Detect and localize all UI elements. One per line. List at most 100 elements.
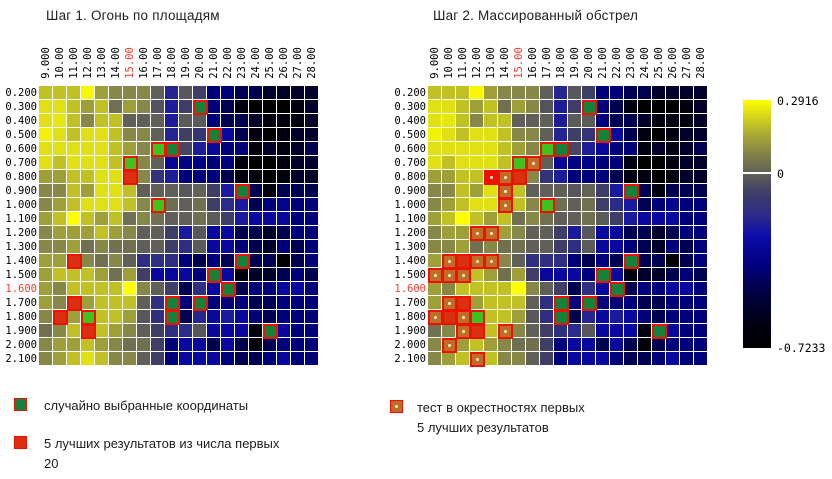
heatmap-cell — [484, 100, 498, 114]
heatmap-cell — [666, 212, 680, 226]
heatmap-cell — [137, 226, 151, 240]
heatmap-cell — [666, 268, 680, 282]
heatmap-cell — [540, 310, 554, 324]
heatmap-cell — [221, 184, 235, 198]
heatmap-cell — [680, 226, 694, 240]
heatmap-cell — [512, 310, 526, 324]
heatmap-cell — [151, 156, 165, 170]
heatmap-cell — [151, 254, 165, 268]
heatmap-cell — [123, 212, 137, 226]
heatmap-cell — [291, 226, 305, 240]
heatmap-cell — [235, 338, 249, 352]
heatmap-cell — [193, 128, 207, 142]
x-tick-label: 27.00 — [681, 47, 694, 79]
heatmap-cell — [305, 170, 319, 184]
heatmap-cell — [526, 338, 540, 352]
heatmap-cell — [652, 310, 666, 324]
marker-neighborhood-test — [470, 226, 485, 241]
colorbar-max-label: 0.2916 — [777, 94, 819, 108]
heatmap-cell — [165, 268, 179, 282]
heatmap-cell — [680, 100, 694, 114]
heatmap-cell — [249, 170, 263, 184]
heatmap-cell — [291, 338, 305, 352]
heatmap2-x-axis: 9.000 10.00 11.00 12.00 13.00 14.00 15.00 16.00… — [428, 42, 708, 84]
heatmap-cell — [95, 296, 109, 310]
heatmap-cell — [428, 282, 442, 296]
heatmap-cell — [428, 100, 442, 114]
heatmap-cell — [428, 86, 442, 100]
heatmap-cell — [179, 212, 193, 226]
heatmap-cell — [526, 282, 540, 296]
heatmap-cell — [694, 198, 708, 212]
heatmap-cell — [179, 170, 193, 184]
marker-random-coordinate — [263, 324, 278, 339]
heatmap-cell — [305, 338, 319, 352]
heatmap-cell — [428, 240, 442, 254]
heatmap-cell — [81, 114, 95, 128]
heatmap-cell — [526, 268, 540, 282]
heatmap-cell — [305, 310, 319, 324]
y-tick-label: 2.100 — [394, 353, 426, 365]
heatmap-cell — [137, 212, 151, 226]
heatmap-cell — [428, 156, 442, 170]
heatmap-cell — [694, 282, 708, 296]
heatmap-cell — [165, 282, 179, 296]
heatmap-cell — [442, 128, 456, 142]
marker-best5-result — [470, 324, 485, 339]
heatmap-cell — [67, 310, 81, 324]
heatmap-cell — [137, 338, 151, 352]
heatmap-cell — [484, 282, 498, 296]
heatmap-cell — [456, 128, 470, 142]
heatmap-cell — [624, 212, 638, 226]
heatmap-cell — [305, 184, 319, 198]
heatmap-cell — [277, 352, 291, 366]
x-tick-label: 23.00 — [236, 47, 249, 79]
marker-random-coordinate — [207, 128, 222, 143]
heatmap-cell — [596, 100, 610, 114]
heatmap-cell — [484, 142, 498, 156]
y-tick-label: 1.600 — [394, 283, 426, 295]
heatmap-cell — [498, 114, 512, 128]
heatmap-cell — [249, 114, 263, 128]
heatmap-cell — [109, 282, 123, 296]
heatmap-cell — [291, 324, 305, 338]
heatmap-cell — [263, 254, 277, 268]
heatmap-cell — [470, 142, 484, 156]
heatmap-cell — [596, 310, 610, 324]
heatmap-cell — [53, 114, 67, 128]
heatmap-cell — [179, 282, 193, 296]
heatmap-cell — [305, 86, 319, 100]
heatmap-cell — [638, 338, 652, 352]
heatmap-cell — [305, 324, 319, 338]
heatmap-cell — [193, 142, 207, 156]
heatmap-cell — [694, 142, 708, 156]
heatmap-cell — [137, 114, 151, 128]
heatmap-cell — [235, 100, 249, 114]
heatmap-cell — [277, 128, 291, 142]
y-tick-label: 0.200 — [394, 87, 426, 99]
heatmap-cell — [540, 86, 554, 100]
marker-random-coordinate — [151, 142, 166, 157]
heatmap-cell — [277, 198, 291, 212]
heatmap-cell — [624, 352, 638, 366]
heatmap-cell — [207, 86, 221, 100]
heatmap-cell — [39, 338, 53, 352]
heatmap-cell — [596, 254, 610, 268]
heatmap-cell — [680, 142, 694, 156]
heatmap-cell — [249, 310, 263, 324]
heatmap-cell — [277, 254, 291, 268]
heatmap-cell — [610, 296, 624, 310]
heatmap-cell — [193, 212, 207, 226]
marker-random-coordinate — [582, 296, 597, 311]
heatmap-cell — [694, 352, 708, 366]
heatmap-cell — [666, 170, 680, 184]
heatmap-cell — [39, 352, 53, 366]
heatmap-cell — [540, 170, 554, 184]
heatmap-cell — [428, 114, 442, 128]
heatmap-cell — [680, 296, 694, 310]
heatmap-cell — [67, 324, 81, 338]
test-point-dot — [531, 161, 535, 165]
heatmap-cell — [442, 282, 456, 296]
marker-neighborhood-test — [498, 324, 513, 339]
